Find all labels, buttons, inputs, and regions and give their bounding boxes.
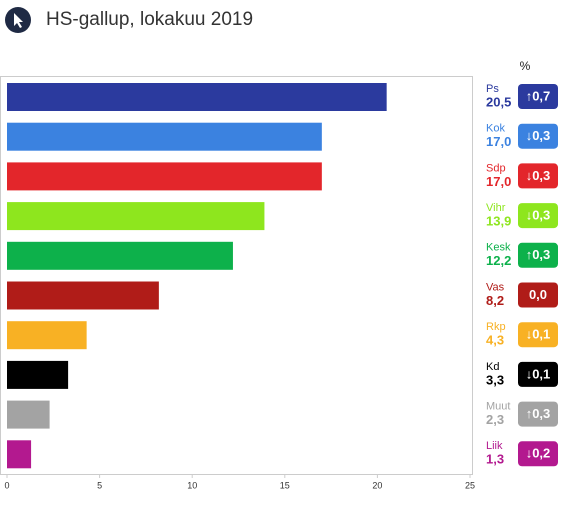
change-badge [518, 441, 558, 467]
bar [7, 321, 87, 350]
change-badge [518, 282, 558, 308]
x-tick-label: 20 [372, 480, 382, 490]
party-label: Vas [486, 281, 505, 293]
value-label: 17,0 [486, 174, 511, 189]
bar [7, 202, 265, 231]
change-label: ↓0,2 [526, 446, 551, 461]
value-label: 4,3 [486, 333, 504, 348]
change-label: ↓0,3 [526, 208, 551, 223]
x-tick-label: 10 [187, 480, 197, 490]
value-label: 2,3 [486, 412, 504, 427]
change-label: ↓0,1 [526, 366, 551, 381]
change-label: ↑0,3 [526, 247, 551, 262]
bar [7, 440, 32, 469]
change-label: ↑0,7 [526, 88, 551, 103]
x-tick-label: 5 [97, 480, 102, 490]
party-label: Kesk [486, 242, 511, 254]
value-label: 13,9 [486, 214, 511, 229]
change-label: ↓0,1 [526, 327, 551, 342]
plot-frame [0, 76, 473, 475]
value-label: 17,0 [486, 134, 511, 149]
x-tick-label: 0 [4, 480, 9, 490]
change-badge [518, 203, 558, 229]
party-label: Rkp [486, 321, 506, 333]
bar [7, 400, 50, 429]
value-label: 12,2 [486, 253, 511, 268]
bar [7, 162, 322, 191]
change-label: ↓0,3 [526, 128, 551, 143]
bar [7, 281, 159, 310]
party-label: Ps [486, 83, 499, 95]
change-label: ↓0,3 [526, 168, 551, 183]
change-badge [518, 123, 558, 149]
change-badge [518, 401, 558, 427]
change-label: 0,0 [529, 287, 547, 302]
bar [7, 241, 233, 270]
party-label: Sdp [486, 162, 506, 174]
x-tick-label: 25 [465, 480, 475, 490]
change-badge [518, 322, 558, 348]
party-label: Vihr [486, 202, 506, 214]
party-label: Kd [486, 361, 499, 373]
value-label: 3,3 [486, 372, 504, 387]
value-label: 8,2 [486, 293, 504, 308]
bar [7, 83, 387, 111]
logo-cursor [14, 13, 23, 28]
party-label: Kok [486, 123, 505, 135]
change-badge [518, 361, 558, 387]
x-tick-label: 15 [280, 480, 290, 490]
change-badge [518, 242, 558, 268]
change-label: ↑0,3 [526, 406, 551, 421]
value-label: 1,3 [486, 452, 504, 467]
change-badge [518, 84, 558, 109]
party-label: Muut [486, 401, 510, 413]
change-header: % [520, 59, 531, 73]
party-label: Liik [486, 440, 503, 452]
change-badge [518, 163, 558, 189]
value-label: 20,5 [486, 94, 511, 109]
chart-title: HS-gallup, lokakuu 2019 [46, 9, 253, 30]
bar [7, 360, 69, 389]
bar [7, 122, 322, 151]
